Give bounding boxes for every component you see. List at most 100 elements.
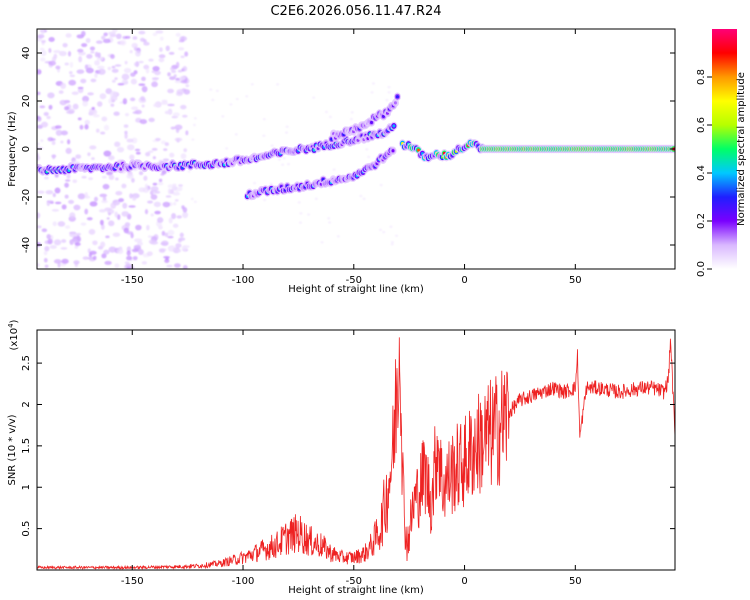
noise-point xyxy=(91,157,95,160)
noise-point xyxy=(47,238,53,245)
noise-point xyxy=(172,183,177,187)
noise-point xyxy=(94,51,99,58)
x-tick-label: -150 xyxy=(121,275,144,286)
snr-point xyxy=(393,445,394,446)
noise-point xyxy=(53,259,62,264)
noise-point xyxy=(61,204,67,210)
noise-point xyxy=(55,65,61,70)
noise-point xyxy=(131,137,138,144)
colorbar-tick-label: 0.0 xyxy=(696,261,707,277)
noise-point xyxy=(164,142,169,147)
noise-point xyxy=(123,227,129,234)
noise-point xyxy=(90,78,97,83)
noise-point xyxy=(277,158,281,161)
noise-point xyxy=(245,95,249,98)
noise-point xyxy=(225,147,229,150)
noise-point xyxy=(40,29,45,35)
colorbar: 0.0 0.2 0.4 0.6 0.8 Normalized spectral ampl… xyxy=(696,29,747,277)
noise-point xyxy=(37,69,42,75)
snr-point xyxy=(176,566,177,567)
noise-point xyxy=(150,194,158,200)
noise-point xyxy=(101,175,107,179)
noise-point xyxy=(276,83,280,86)
noise-point xyxy=(53,50,61,54)
noise-point xyxy=(128,205,136,208)
noise-point xyxy=(131,177,135,183)
noise-point xyxy=(37,190,45,194)
noise-point xyxy=(81,43,88,48)
noise-point xyxy=(135,224,142,231)
noise-point xyxy=(40,49,47,57)
noise-point xyxy=(117,82,125,86)
noise-point xyxy=(92,255,97,260)
noise-point xyxy=(126,250,131,256)
noise-point xyxy=(55,129,63,136)
noise-point xyxy=(174,199,179,202)
colorbar-ticks: 0.0 0.2 0.4 0.6 0.8 xyxy=(696,69,712,277)
noise-point xyxy=(137,241,143,246)
noise-point xyxy=(269,182,273,185)
noise-point xyxy=(57,262,61,268)
noise-point xyxy=(123,124,129,128)
snr-point xyxy=(586,387,587,388)
noise-point xyxy=(64,194,69,199)
noise-point xyxy=(37,34,45,39)
spectrogram-y-ticks: -40 -20 0 20 40 xyxy=(21,47,675,253)
trace-core xyxy=(391,149,395,153)
noise-point xyxy=(349,117,353,121)
snr-point xyxy=(371,545,372,546)
noise-point xyxy=(130,72,136,77)
noise-point xyxy=(379,183,383,187)
noise-point xyxy=(37,242,42,247)
noise-point xyxy=(112,200,118,203)
noise-point xyxy=(43,176,49,180)
noise-point xyxy=(389,225,393,228)
noise-point xyxy=(37,91,41,96)
snr-point xyxy=(253,553,254,554)
noise-point xyxy=(172,191,181,196)
noise-point xyxy=(79,124,84,130)
noise-point xyxy=(100,223,105,230)
snr-point xyxy=(475,445,476,446)
noise-point xyxy=(99,209,105,213)
noise-point xyxy=(110,95,118,101)
noise-point xyxy=(84,64,89,70)
snr-panel: -150 -100 -50 0 50 0.5 1 1.5 2 2.5 Height of str… xyxy=(7,319,676,596)
noise-point xyxy=(43,257,48,263)
noise-point xyxy=(97,65,105,70)
noise-point xyxy=(127,144,135,151)
snr-point xyxy=(331,553,332,554)
noise-point xyxy=(158,178,163,183)
snr-point xyxy=(672,387,673,388)
noise-point xyxy=(77,117,82,121)
noise-point xyxy=(167,235,174,239)
noise-point xyxy=(390,243,394,246)
noise-point xyxy=(262,134,266,137)
noise-point xyxy=(185,130,189,136)
trace-core xyxy=(392,124,396,128)
noise-point xyxy=(126,266,131,269)
noise-point xyxy=(147,200,154,204)
noise-point xyxy=(37,212,41,219)
y-tick-label: -20 xyxy=(21,189,32,205)
noise-point xyxy=(91,106,95,111)
noise-point xyxy=(158,222,163,228)
noise-point xyxy=(167,229,175,236)
y-tick-label: -40 xyxy=(21,237,32,253)
noise-point xyxy=(59,99,67,106)
noise-point xyxy=(177,249,182,253)
snr-point xyxy=(404,520,405,521)
noise-point xyxy=(154,137,161,141)
noise-point xyxy=(96,128,100,133)
noise-point xyxy=(253,181,257,185)
y-tick-label: 2 xyxy=(21,401,32,407)
noise-point xyxy=(89,250,97,255)
noise-point xyxy=(52,192,56,198)
noise-point xyxy=(115,191,123,196)
noise-point xyxy=(89,46,96,51)
noise-point xyxy=(299,212,303,215)
snr-point xyxy=(575,387,576,388)
snr-point xyxy=(453,470,454,471)
noise-point xyxy=(175,243,182,248)
